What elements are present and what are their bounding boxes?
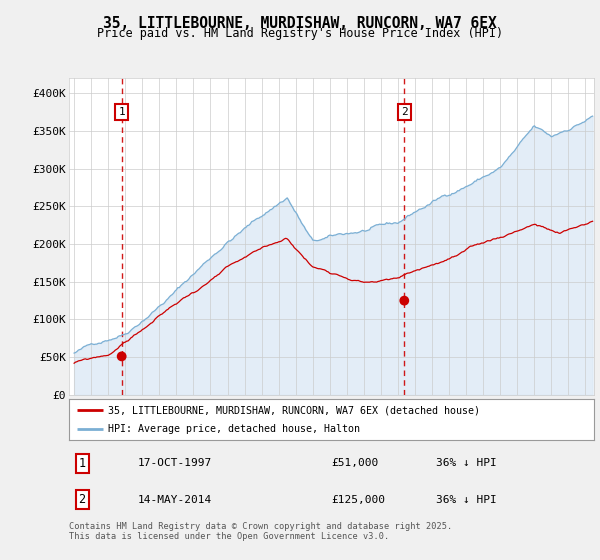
Text: Contains HM Land Registry data © Crown copyright and database right 2025.
This d: Contains HM Land Registry data © Crown c… [69, 522, 452, 542]
Text: 2: 2 [79, 493, 86, 506]
Text: 35, LITTLEBOURNE, MURDISHAW, RUNCORN, WA7 6EX (detached house): 35, LITTLEBOURNE, MURDISHAW, RUNCORN, WA… [109, 405, 481, 415]
Text: 14-MAY-2014: 14-MAY-2014 [137, 495, 212, 505]
Text: 35, LITTLEBOURNE, MURDISHAW, RUNCORN, WA7 6EX: 35, LITTLEBOURNE, MURDISHAW, RUNCORN, WA… [103, 16, 497, 31]
Text: Price paid vs. HM Land Registry's House Price Index (HPI): Price paid vs. HM Land Registry's House … [97, 27, 503, 40]
Text: 17-OCT-1997: 17-OCT-1997 [137, 459, 212, 468]
Text: HPI: Average price, detached house, Halton: HPI: Average price, detached house, Halt… [109, 424, 361, 433]
Text: 1: 1 [79, 457, 86, 470]
Text: 2: 2 [401, 108, 407, 117]
Point [400, 296, 409, 305]
Text: £51,000: £51,000 [331, 459, 379, 468]
Point [117, 352, 127, 361]
Text: 1: 1 [118, 108, 125, 117]
Text: 36% ↓ HPI: 36% ↓ HPI [437, 459, 497, 468]
Text: 36% ↓ HPI: 36% ↓ HPI [437, 495, 497, 505]
Text: £125,000: £125,000 [331, 495, 386, 505]
